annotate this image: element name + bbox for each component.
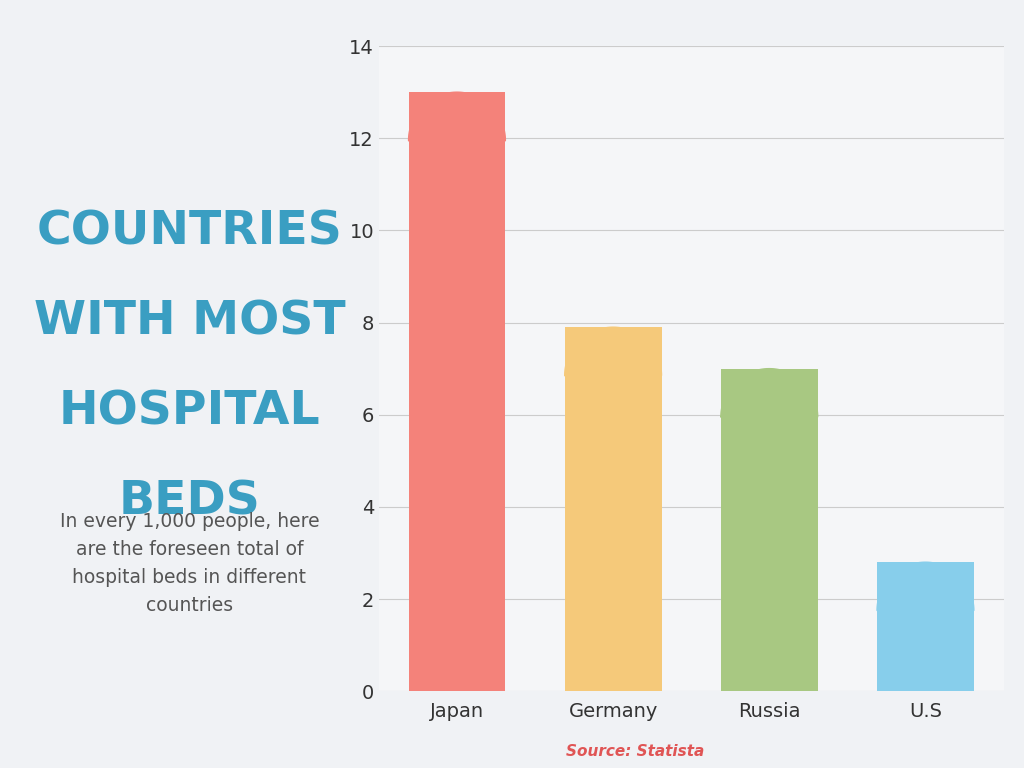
Polygon shape [721,369,818,417]
Bar [877,562,974,691]
Polygon shape [877,562,974,611]
Text: BEDS: BEDS [119,479,260,524]
Polygon shape [409,92,506,141]
Text: WITH MOST: WITH MOST [34,300,345,344]
Bar [409,92,506,691]
Bar [564,327,662,691]
Text: In every 1,000 people, here
are the foreseen total of
hospital beds in different: In every 1,000 people, here are the fore… [59,512,319,615]
Bar [721,369,818,691]
Text: HOSPITAL: HOSPITAL [58,389,321,434]
Polygon shape [564,327,662,376]
Text: Source: Statista: Source: Statista [565,743,705,759]
Text: COUNTRIES: COUNTRIES [37,210,342,254]
